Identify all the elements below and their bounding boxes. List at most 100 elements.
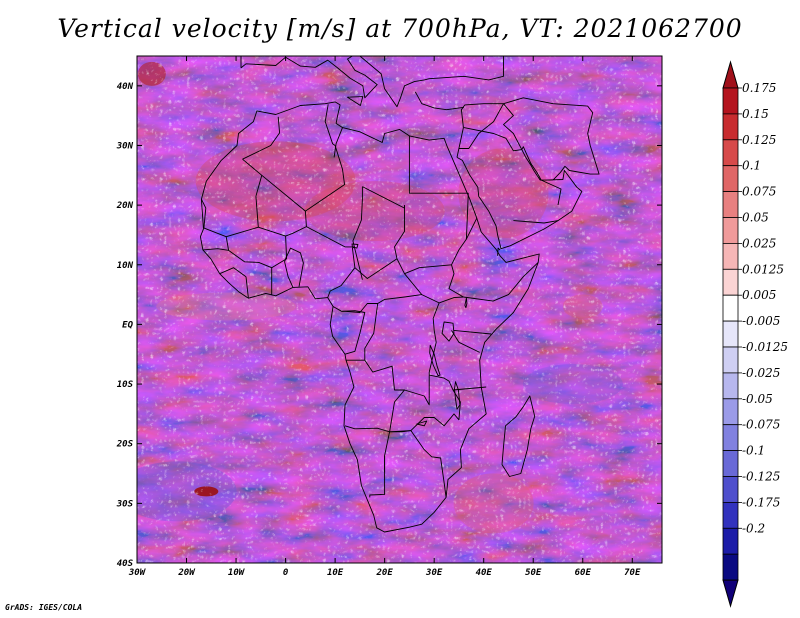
country-border [451, 330, 480, 353]
colorbar-swatch [722, 139, 739, 167]
lat-tick-label: 10S [117, 380, 134, 390]
colorbar-label: -0.1 [742, 444, 765, 458]
lake-outline [441, 321, 455, 342]
country-border [341, 303, 379, 361]
colorbar-label: -0.025 [742, 366, 780, 380]
country-border [503, 103, 523, 150]
colorbar-label: 0.025 [742, 236, 776, 250]
colorbar-label: 0.15 [742, 107, 769, 121]
colorbar-label: -0.175 [742, 495, 780, 509]
europe-coastline [240, 56, 504, 108]
colorbar-swatch [722, 87, 739, 115]
colorbar-label: 0.05 [742, 211, 769, 225]
country-border [463, 127, 522, 152]
lon-tick-label: 30W [128, 568, 147, 578]
country-border [228, 236, 288, 269]
country-border [497, 247, 501, 256]
country-border [344, 425, 411, 433]
lake-outline [351, 243, 359, 249]
country-border [333, 127, 343, 158]
colorbar-swatch [722, 268, 739, 296]
colorbar-swatch [722, 450, 739, 477]
colorbar-swatch [722, 165, 739, 192]
country-border [377, 294, 422, 304]
colorbar-swatch [722, 346, 739, 374]
colorbar-swatch [722, 113, 739, 141]
lon-tick-label: 60E [575, 568, 592, 578]
lon-tick-label: 20E [376, 568, 394, 578]
country-border [369, 374, 461, 498]
country-border [202, 248, 230, 251]
colorbar-label: 0.175 [742, 81, 776, 95]
lat-tick-label: EQ [122, 320, 133, 330]
colorbar-label: -0.125 [742, 470, 780, 484]
lake-outline [464, 297, 468, 309]
colorbar-label: -0.0125 [742, 340, 788, 354]
colorbar-swatch [722, 372, 739, 400]
colorbar-label: 0.075 [742, 185, 776, 199]
colorbar-swatch [722, 424, 739, 452]
colorbar-label: -0.075 [742, 418, 780, 432]
latitude-axis: 40N 30N 20N 10N EQ 10S 20S 30S 40S [116, 82, 662, 569]
lat-tick-label: 30N [116, 141, 134, 151]
country-border [513, 220, 559, 224]
colorbar-swatch [722, 398, 739, 426]
vertical-velocity-field [137, 56, 662, 563]
map-frame [136, 55, 663, 564]
colorbar-swatch [722, 320, 739, 348]
colorbar-label: -0.2 [742, 521, 765, 535]
sicily-coastline [347, 96, 364, 106]
geography-layer [199, 56, 600, 533]
lon-tick-label: 50E [525, 568, 542, 578]
country-border [408, 135, 469, 194]
africa-coastline [199, 101, 540, 533]
country-border [245, 276, 249, 299]
country-border [200, 199, 227, 238]
lat-tick-label: 40S [117, 559, 134, 569]
colorbar-label: 0.1 [742, 159, 761, 173]
arabia-coastline [456, 97, 600, 250]
country-border [242, 116, 281, 160]
lake-outline [454, 381, 461, 410]
lon-tick-label: 10W [228, 568, 246, 578]
colorbar-label: 0.125 [742, 133, 776, 147]
colorbar-swatch [722, 527, 739, 555]
lon-tick-label: 10E [327, 568, 344, 578]
lat-tick-label: 30S [116, 499, 134, 509]
country-border [428, 302, 440, 376]
country-border [453, 329, 492, 335]
country-border [334, 145, 345, 185]
colorbar-swatch [722, 553, 739, 581]
lake-outline [429, 344, 441, 377]
lake-outline [416, 420, 428, 427]
colorbar-swatch [722, 294, 739, 322]
field-speckles [137, 56, 662, 563]
lat-tick-label: 20N [116, 201, 134, 211]
country-border [306, 226, 355, 248]
country-border [346, 359, 405, 432]
colorbar-label: -0.05 [742, 392, 773, 406]
lat-tick-label: 20S [116, 440, 134, 450]
lon-tick-label: 0 [283, 568, 289, 578]
turkey-coastline [414, 91, 464, 111]
colorbar-swatch [722, 217, 739, 244]
country-border [465, 193, 469, 240]
country-border [362, 186, 405, 209]
colorbar-label: 0.0125 [742, 262, 784, 276]
country-border [404, 217, 478, 275]
country-border [284, 247, 304, 288]
country-border [458, 103, 504, 149]
country-border [396, 258, 464, 304]
country-border [242, 158, 346, 212]
country-border [332, 306, 366, 355]
lat-tick-label: 40N [117, 82, 134, 92]
country-border [448, 262, 539, 302]
colorbar-bottom-arrow [722, 579, 739, 608]
country-border [352, 186, 363, 280]
colorbar: 0.175 0.15 0.125 0.1 0.075 0.05 0.025 0.0125 0.0… [722, 60, 788, 608]
lon-tick-label: 40E [476, 568, 493, 578]
map-title: Vertical velocity [m/s] at 700hPa, VT: 2… [57, 14, 743, 43]
colorbar-swatch [722, 242, 739, 270]
lon-tick-label: 20W [177, 568, 196, 578]
